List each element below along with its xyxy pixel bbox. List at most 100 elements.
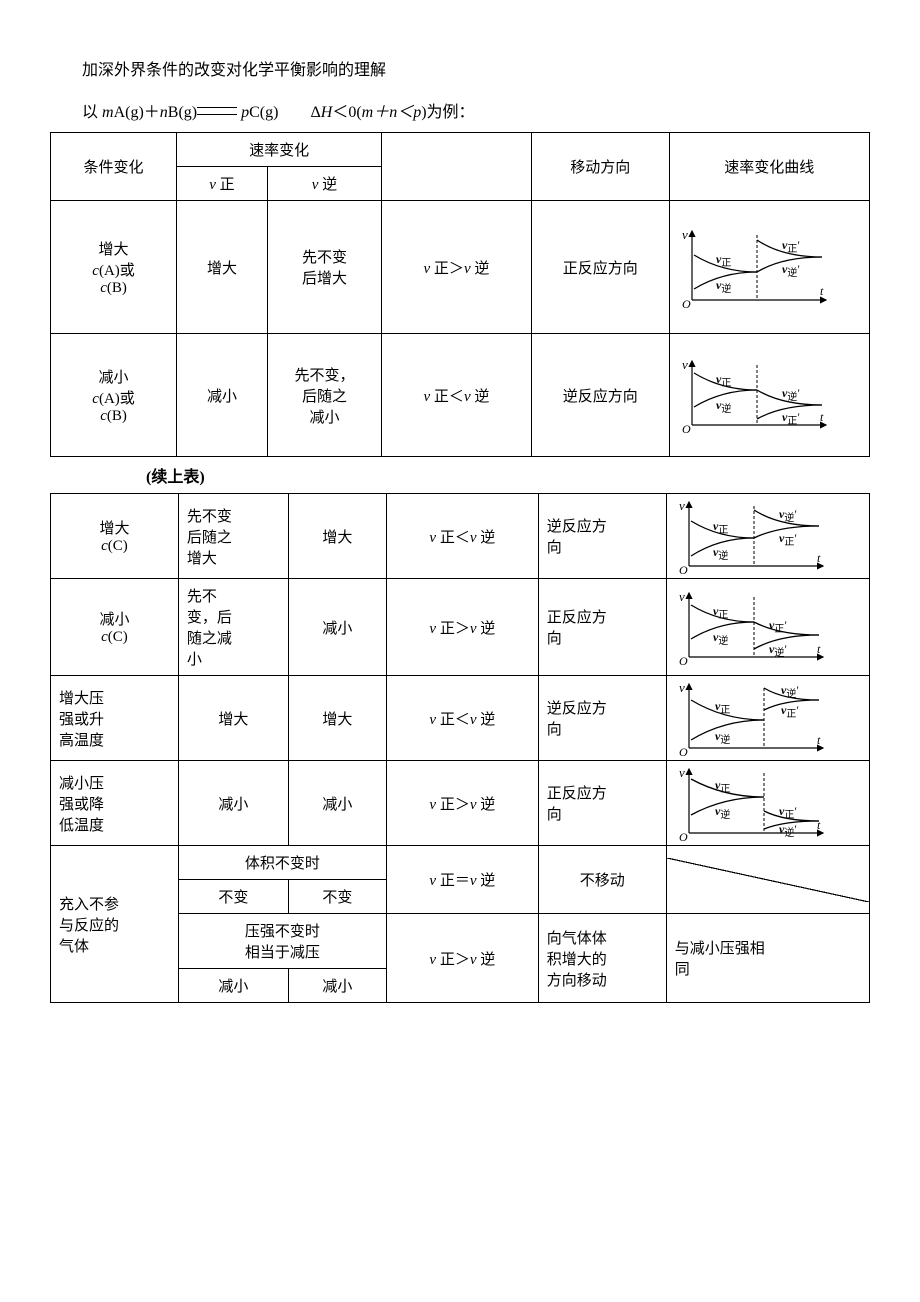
curve-cell: v O t v正 v逆 v逆′ v正′ xyxy=(666,494,869,579)
svg-text:v逆: v逆 xyxy=(713,545,728,562)
vfwd-cell: 不变 xyxy=(178,880,288,914)
table-row: 增大c(A)或c(B) 增大 先不变后增大 v 正＞v 逆 正反应方向 v O … xyxy=(51,201,870,334)
rate-chart-icon: v O t v正 v逆 v正′ v逆′ xyxy=(672,225,832,310)
curve-cell xyxy=(666,846,869,914)
svg-text:v: v xyxy=(679,765,685,780)
curve-cell: v O t v正 v逆 v正′ v逆′ xyxy=(666,579,869,676)
svg-text:v逆′: v逆′ xyxy=(782,262,800,279)
svg-text:v: v xyxy=(679,498,685,513)
rate-chart-icon: v O t v正 v逆 v逆′ v正′ xyxy=(672,355,832,435)
cmp-cell: v 正＞v 逆 xyxy=(386,914,538,1003)
table-2: 增大c(C) 先不变后随之增大 增大 v 正＜v 逆 逆反应方向 v O t v… xyxy=(50,493,870,1003)
svg-text:O: O xyxy=(682,422,691,435)
cond-cell: 增大c(A)或c(B) xyxy=(51,201,177,334)
cmp-cell: v 正＜v 逆 xyxy=(382,334,532,457)
svg-text:O: O xyxy=(679,830,688,843)
table-row: 减小c(A)或c(B) 减小 先不变，后随之减小 v 正＜v 逆 逆反应方向 v… xyxy=(51,334,870,457)
diagonal-empty-icon xyxy=(667,858,869,902)
dir-cell: 逆反应方向 xyxy=(538,494,666,579)
rate-chart-icon: v O t v正 v逆 v逆′ v正′ xyxy=(669,496,829,576)
vrev-cell: 增大 xyxy=(288,494,386,579)
cmp-cell: v 正＞v 逆 xyxy=(386,761,538,846)
vrev-cell: 先不变后增大 xyxy=(267,201,381,334)
hdr-rate: 速率变化 xyxy=(177,133,382,167)
hdr-blank xyxy=(382,133,532,201)
dir-cell: 正反应方向 xyxy=(531,201,669,334)
svg-text:v正′: v正′ xyxy=(781,703,799,720)
table-1: 条件变化 速率变化 移动方向 速率变化曲线 v 正 v 逆 增大c(A)或c(B… xyxy=(50,132,870,457)
vol-hdr: 体积不变时 xyxy=(178,846,386,880)
dir-cell: 正反应方向 xyxy=(538,579,666,676)
cond-cell: 充入不参与反应的气体 xyxy=(51,846,179,1003)
rate-chart-icon: v O t v正 v逆 v正′ v逆′ xyxy=(669,763,829,843)
p-hdr: 压强不变时相当于减压 xyxy=(178,914,386,969)
svg-text:v正: v正 xyxy=(716,372,731,389)
svg-text:v: v xyxy=(682,357,688,372)
hdr-cond: 条件变化 xyxy=(51,133,177,201)
svg-text:O: O xyxy=(679,654,688,667)
svg-text:t: t xyxy=(817,733,821,747)
svg-text:t: t xyxy=(817,551,821,565)
vfwd-cell: 减小 xyxy=(178,761,288,846)
svg-text:v逆: v逆 xyxy=(715,804,730,821)
vfwd-cell: 减小 xyxy=(177,334,268,457)
vrev-cell: 不变 xyxy=(288,880,386,914)
svg-text:t: t xyxy=(820,410,824,424)
vfwd-cell: 先不变后随之增大 xyxy=(178,494,288,579)
table-row: 增大c(C) 先不变后随之增大 增大 v 正＜v 逆 逆反应方向 v O t v… xyxy=(51,494,870,579)
table-row: 充入不参与反应的气体 体积不变时 v 正＝v 逆 不移动 xyxy=(51,846,870,880)
cond-cell: 增大压强或升高温度 xyxy=(51,676,179,761)
equilibrium-arrows-icon xyxy=(197,105,237,117)
title-text: 加深外界条件的改变对化学平衡影响的理解 xyxy=(50,56,870,80)
rate-chart-icon: v O t v正 v逆 v逆′ v正′ xyxy=(669,678,829,758)
curve-cell: v O t v正 v逆 v逆′ v正′ xyxy=(669,334,869,457)
cmp-cell: v 正＞v 逆 xyxy=(382,201,532,334)
dir-cell: 逆反应方向 xyxy=(538,676,666,761)
svg-text:O: O xyxy=(682,297,691,310)
dir-cell: 向气体体积增大的方向移动 xyxy=(538,914,666,1003)
cond-cell: 减小c(A)或c(B) xyxy=(51,334,177,457)
svg-text:v: v xyxy=(679,589,685,604)
svg-text:v逆′: v逆′ xyxy=(779,822,797,839)
vfwd-cell: 增大 xyxy=(177,201,268,334)
rate-chart-icon: v O t v正 v逆 v正′ v逆′ xyxy=(669,587,829,667)
cond-cell: 增大c(C) xyxy=(51,494,179,579)
svg-text:t: t xyxy=(817,642,821,656)
svg-text:v正: v正 xyxy=(715,778,730,795)
table-row: 增大压强或升高温度 增大 增大 v 正＜v 逆 逆反应方向 v O t v正 v… xyxy=(51,676,870,761)
svg-text:v正: v正 xyxy=(713,519,728,536)
hdr-vrev: v 逆 xyxy=(267,167,381,201)
cmp-cell: v 正＞v 逆 xyxy=(386,579,538,676)
vfwd-cell: 增大 xyxy=(178,676,288,761)
svg-text:t: t xyxy=(817,818,821,832)
curve-cell: v O t v正 v逆 v正′ v逆′ xyxy=(666,761,869,846)
vrev-cell: 先不变，后随之减小 xyxy=(267,334,381,457)
cmp-cell: v 正＜v 逆 xyxy=(386,676,538,761)
svg-text:v逆′: v逆′ xyxy=(781,683,799,700)
table-row: 减小压强或降低温度 减小 减小 v 正＞v 逆 正反应方向 v O t v正 v… xyxy=(51,761,870,846)
vrev-cell: 减小 xyxy=(288,969,386,1003)
formula-line: 以 mA(g)＋nB(g) pC(g) ΔH＜0(m＋n＜p)为例： xyxy=(50,98,870,122)
svg-text:v逆: v逆 xyxy=(713,630,728,647)
svg-text:v: v xyxy=(679,680,685,695)
cmp-cell: v 正＝v 逆 xyxy=(386,846,538,914)
svg-text:v正: v正 xyxy=(715,699,730,716)
svg-text:v逆: v逆 xyxy=(715,729,730,746)
cmp-cell: v 正＜v 逆 xyxy=(386,494,538,579)
continue-note: (续上表) xyxy=(50,463,870,487)
svg-text:v: v xyxy=(682,227,688,242)
svg-text:v正′: v正′ xyxy=(779,531,797,548)
hdr-vfwd: v 正 xyxy=(177,167,268,201)
hdr-curve: 速率变化曲线 xyxy=(669,133,869,201)
dir-cell: 逆反应方向 xyxy=(531,334,669,457)
table-row: 减小c(C) 先不变，后随之减小 减小 v 正＞v 逆 正反应方向 v O t … xyxy=(51,579,870,676)
table-header-row: 条件变化 速率变化 移动方向 速率变化曲线 xyxy=(51,133,870,167)
svg-text:v正: v正 xyxy=(713,604,728,621)
svg-text:t: t xyxy=(820,284,824,298)
svg-text:v逆: v逆 xyxy=(716,398,731,415)
cond-cell: 减小压强或降低温度 xyxy=(51,761,179,846)
curve-cell: v O t v正 v逆 v逆′ v正′ xyxy=(666,676,869,761)
dir-cell: 不移动 xyxy=(538,846,666,914)
vrev-cell: 减小 xyxy=(288,579,386,676)
vrev-cell: 增大 xyxy=(288,676,386,761)
